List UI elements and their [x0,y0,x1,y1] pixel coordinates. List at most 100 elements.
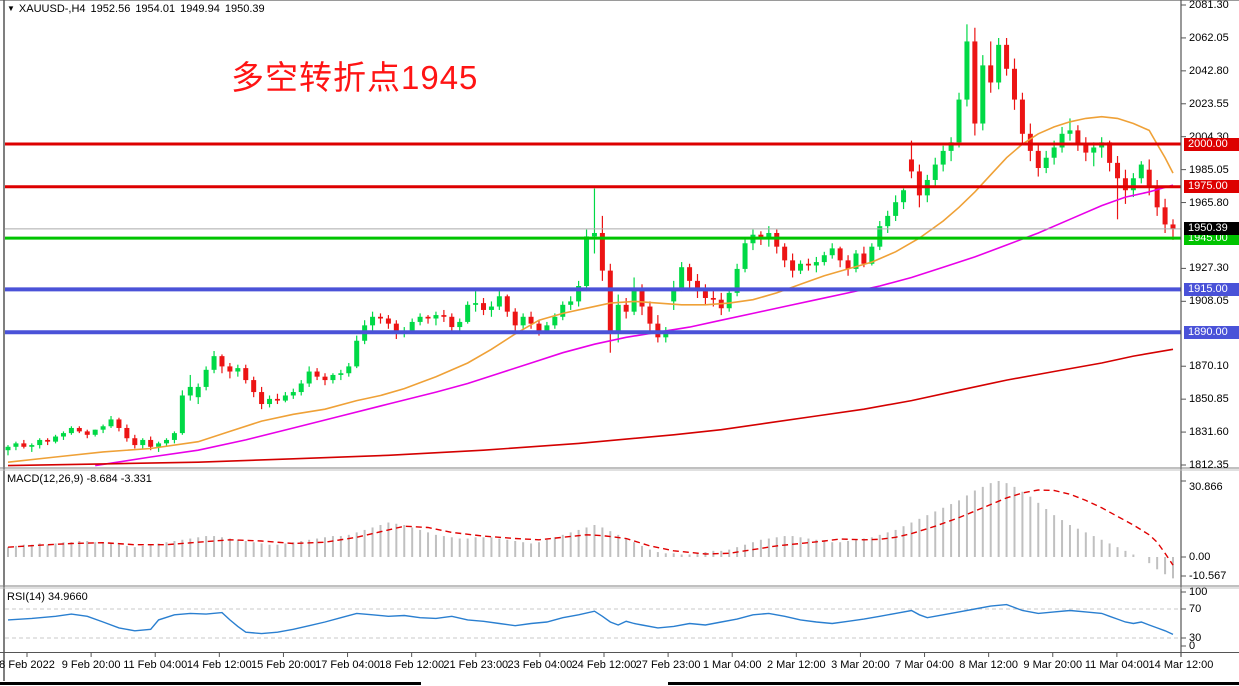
time-axis-label: 24 Feb 12:00 [571,659,637,671]
candle-bear [84,431,90,435]
candle-bull [409,321,415,331]
annotation-text: 多空转折点1945 [231,59,479,96]
candle-bull [29,445,35,447]
candle-bear [124,427,130,439]
candle-bull [37,439,43,446]
candle-bull [631,287,637,312]
candle-bull [354,340,360,367]
price-axis-label: 1870.10 [1189,360,1229,373]
candle-bear [219,356,225,367]
candle-bull [457,321,463,328]
candle-bull [615,304,621,333]
candle-bull [821,255,827,263]
candle-bear [385,318,391,324]
candle-bull [338,373,344,375]
candle-bull [813,262,819,266]
candle-bear [1115,162,1121,179]
time-axis-label: 27 Feb 23:00 [635,659,701,671]
price-axis-label: 1965.80 [1189,196,1229,209]
candle-bear [805,263,811,266]
candle-bull [964,41,970,100]
candle-bull [552,316,558,326]
chart-menu-arrow-icon[interactable]: ▼ [7,4,15,13]
candle-bear [908,159,914,172]
price-level-badge-2000.00: 2000.00 [1184,137,1239,151]
candle-bull [108,419,114,427]
candle-bull [306,371,312,384]
candle-bull [211,356,217,370]
candle-bull [671,287,677,302]
macd-indicator-label: MACD(12,26,9) -8.684 -3.331 [7,473,152,485]
candle-bull [298,383,304,393]
candle-bear [607,270,613,333]
candle-bear [504,296,510,312]
candle-bull [584,236,590,287]
candle-bear [251,380,257,393]
price-axis-label: 2042.80 [1189,64,1229,77]
price-axis-label: 2081.30 [1189,0,1229,11]
time-axis-label: 14 Mar 12:00 [1148,659,1214,671]
candle-bear [425,316,431,319]
candle-bear [1019,99,1025,134]
candle-bear [377,316,383,319]
ohlc-low: 1949.94 [180,3,220,15]
macd-axis-label: -10.567 [1189,570,1227,582]
candle-bull [544,325,550,333]
candle-bear [116,419,122,428]
candle-bull [140,439,146,446]
candle-bull [679,267,685,288]
time-axis-label: 11 Mar 04:00 [1084,659,1149,671]
macd-signal-line [7,489,1174,566]
current-price-badge: 1950.39 [1184,222,1239,236]
candle-bear [1162,207,1168,225]
candle-bear [790,260,796,271]
rsi-axis-label: 70 [1189,603,1202,615]
candle-bear [1004,44,1010,69]
candle-bull [1067,130,1073,134]
candle-bull [901,190,907,203]
ma-fast-orange [7,115,1174,463]
candle-bear [623,304,629,312]
candle-bear [1122,178,1128,191]
candle-bull [179,395,185,434]
candle-bear [1083,144,1089,153]
candle-bear [393,323,399,334]
scrollbar-right-segment[interactable] [668,682,1239,685]
candle-bear [687,267,693,281]
scrollbar-left-segment[interactable] [0,682,421,685]
candle-bull [869,246,875,264]
time-axis-label: 2 Mar 12:00 [766,659,826,671]
candle-bull [203,369,209,387]
candle-bear [1075,130,1081,145]
ohlc-open: 1952.56 [90,3,131,15]
candle-bear [227,366,233,372]
candle-bear [861,253,867,264]
candle-bear [845,260,851,269]
candle-bear [259,392,265,405]
candle-bear [76,427,82,432]
price-level-badge-1915.00: 1915.00 [1184,282,1239,296]
candle-bear [21,443,27,447]
candle-bear [148,439,154,447]
price-axis-label: 2062.05 [1189,31,1229,44]
ma-slow-red [7,348,1174,467]
candle-bull [520,316,526,326]
price-axis-label: 1985.05 [1189,163,1229,176]
candle-bear [314,371,320,377]
candle-bear [1011,68,1017,100]
candle-bull [187,386,193,396]
candle-bear [758,234,764,239]
symbol-timeframe: XAUUSD-,H4 [18,3,86,15]
candle-bull [488,306,494,310]
candle-bear [1154,186,1160,208]
candle-bear [1170,224,1176,229]
candle-bull [932,164,938,180]
candle-bull [885,215,891,227]
price-level-badge-1890.00: 1890.00 [1184,325,1239,339]
candle-bull [156,443,162,447]
time-axis-label: 23 Feb 04:00 [507,659,573,671]
candle-bull [282,395,288,401]
rsi-axis-label: 0 [1189,640,1196,652]
